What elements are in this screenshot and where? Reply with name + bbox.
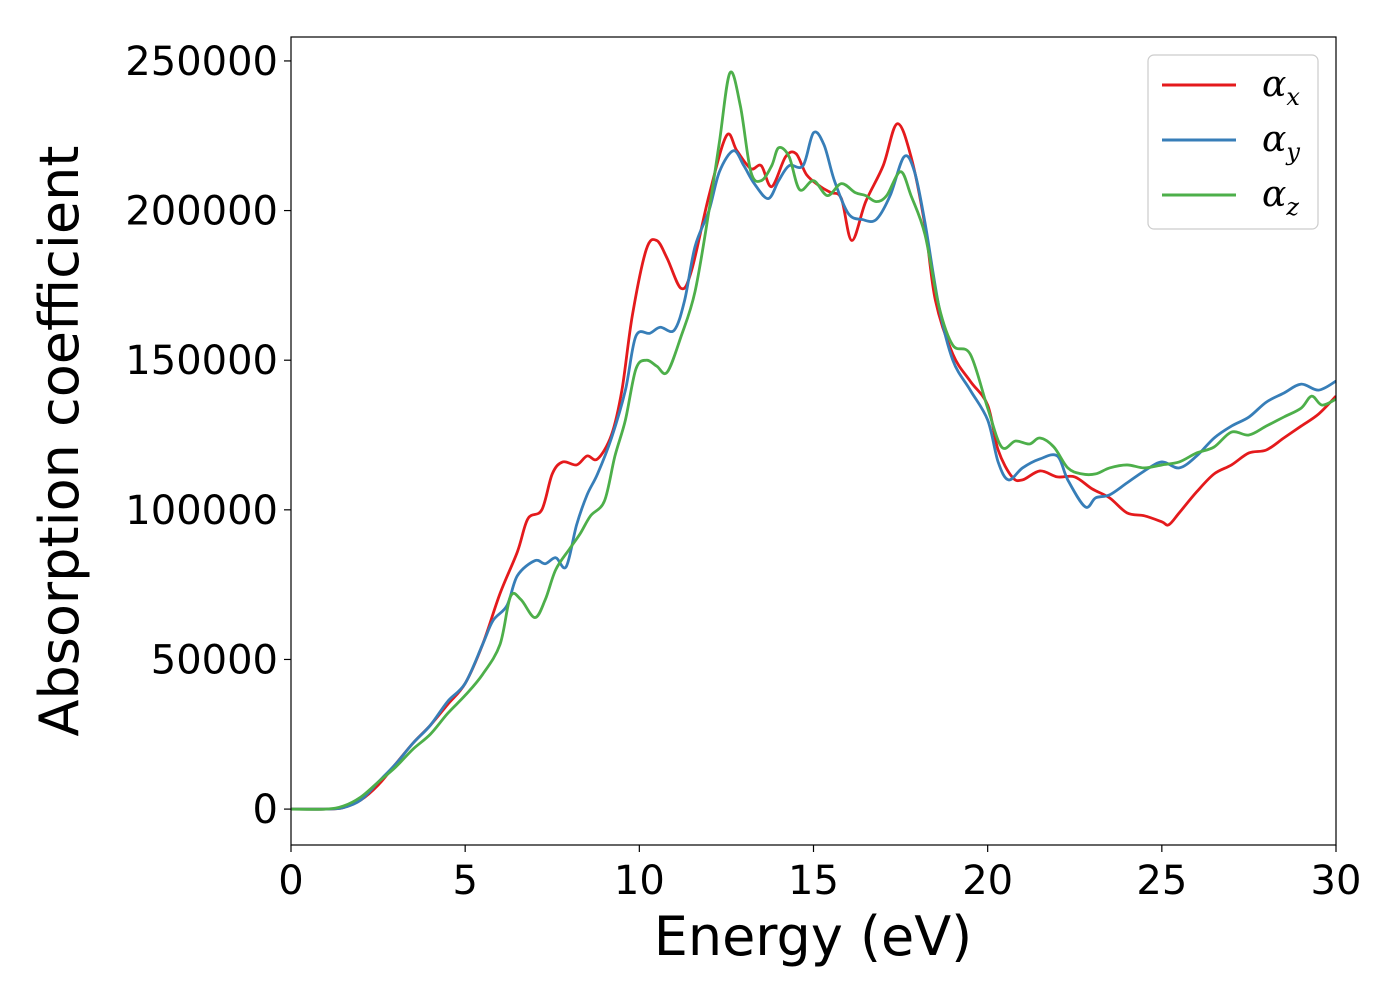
y-tick-label: 150000 (125, 338, 278, 384)
series-line-x (291, 122, 1336, 811)
x-tick-label: 20 (962, 858, 1013, 904)
x-tick-label: 25 (1136, 858, 1187, 904)
x-axis-label: Energy (eV) (654, 905, 973, 968)
x-tick-label: 5 (452, 858, 477, 904)
series-layer (291, 70, 1336, 811)
legend-box (1147, 54, 1319, 230)
x-axis: 0 5 10 15 20 25 30 (278, 845, 1361, 904)
y-axis: 0 50000 100000 150000 200000 250000 (125, 39, 291, 833)
series-line-z (291, 70, 1336, 811)
x-tick-label: 30 (1311, 858, 1362, 904)
y-tick-label: 250000 (125, 39, 278, 85)
y-axis-label: Absorption coefficient (28, 146, 91, 737)
y-tick-label: 200000 (125, 189, 278, 235)
y-tick-label: 50000 (151, 637, 278, 683)
x-tick-label: 0 (278, 858, 303, 904)
y-tick-label: 100000 (125, 488, 278, 534)
x-tick-label: 10 (614, 858, 665, 904)
x-tick-label: 15 (788, 858, 839, 904)
y-tick-label: 0 (253, 787, 278, 833)
